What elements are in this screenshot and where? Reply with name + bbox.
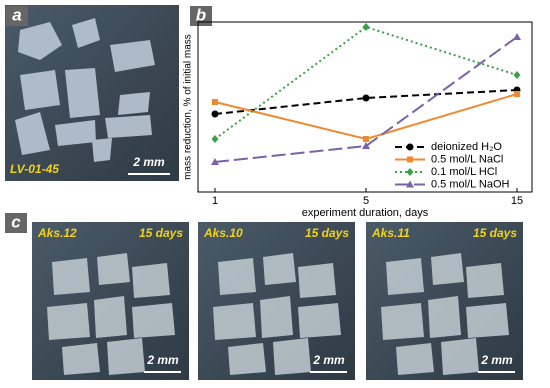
crystal [47,303,90,340]
line [214,89,518,115]
line [214,25,518,140]
point [513,33,521,40]
legend-marker [406,143,414,151]
point [211,110,219,118]
crystal [94,296,127,338]
sample-label: Aks.11 [371,226,410,240]
point [513,71,521,79]
point [362,94,370,102]
point [362,23,370,31]
legend-label: 0.5 mol/L NaOH [431,178,510,190]
photo-row: Aks.12 15 days 2 mm Aks.10 15 days 2 mm Aks.11… [32,222,523,380]
crystal [466,303,509,338]
crystal [381,303,424,340]
sample-label: Aks.12 [37,226,77,240]
panel-label-box [5,213,27,233]
time-label: 15 days [473,226,517,240]
plot-frame [197,21,533,193]
x-axis-label: experiment duration, days [302,207,429,219]
crystal [132,303,175,338]
panel-label-box [6,6,28,26]
x-tick-label: 15 [511,195,523,207]
crystal [213,303,256,340]
crystal [62,343,100,375]
crystal [386,258,424,295]
x-tick-label: 5 [363,195,369,207]
crystal [431,253,464,285]
scale-label: 2 mm [146,353,179,367]
crystal [441,338,479,375]
point [514,91,520,97]
point [363,136,369,142]
crystal [52,258,90,295]
time-label: 15 days [305,226,349,240]
x-tick-label: 1 [212,195,218,207]
time-label: 15 days [139,226,183,240]
scale-label: 2 mm [480,353,513,367]
point [211,158,219,165]
legend-label: deionized H₂O [431,141,502,153]
legend-label: 0.5 mol/L NaCl [431,153,503,165]
crystal [396,343,434,375]
point [362,142,370,149]
crystal [107,338,145,375]
legend-marker [406,180,414,188]
crystal [466,263,504,298]
legend-marker [406,168,414,176]
sample-label: LV-01-45 [10,162,59,176]
crystal [228,343,266,375]
crystal [298,263,336,298]
crystal [428,296,461,338]
point [212,99,218,105]
crystals [15,18,155,162]
legend-label: 0.1 mol/L HCl [431,166,497,178]
line [214,36,518,163]
panel-label: b [196,5,206,24]
scale-label: 2 mm [132,155,165,169]
sample-label: Aks.10 [203,226,243,240]
y-axis-label: mass reduction, % of initial mass [183,34,194,180]
point [211,135,219,143]
scale-label: 2 mm [312,353,345,367]
panel-label: c [11,212,21,231]
legend-marker [407,156,413,163]
crystal [97,253,130,285]
panel-label: a [12,5,21,24]
crystal [263,253,296,285]
crystal [273,338,311,375]
panel-label-box [190,6,212,26]
crystal [218,258,256,295]
crystal [260,296,293,338]
crystal [132,263,170,298]
crystal [298,303,341,338]
